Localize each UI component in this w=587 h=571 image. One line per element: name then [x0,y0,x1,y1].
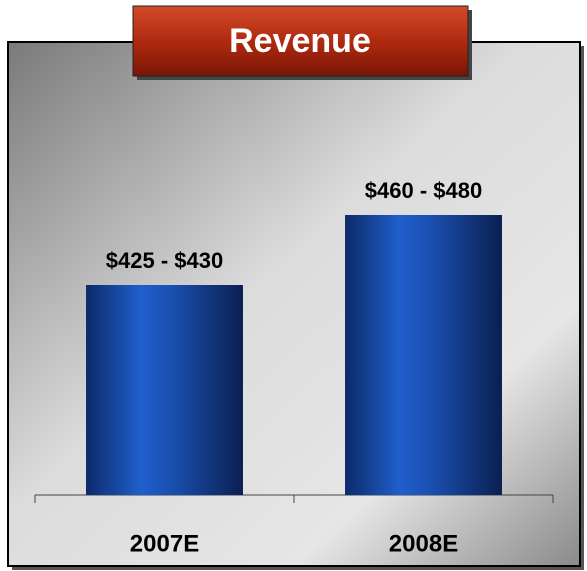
x-tick-label: 2007E [130,530,199,557]
bar [86,285,243,495]
x-tick-label: 2008E [389,530,458,557]
value-label: $460 - $480 [365,178,482,203]
title-box [132,5,469,77]
value-label: $425 - $430 [106,248,223,273]
chart-title: Revenue [229,22,371,60]
bar [345,215,502,495]
